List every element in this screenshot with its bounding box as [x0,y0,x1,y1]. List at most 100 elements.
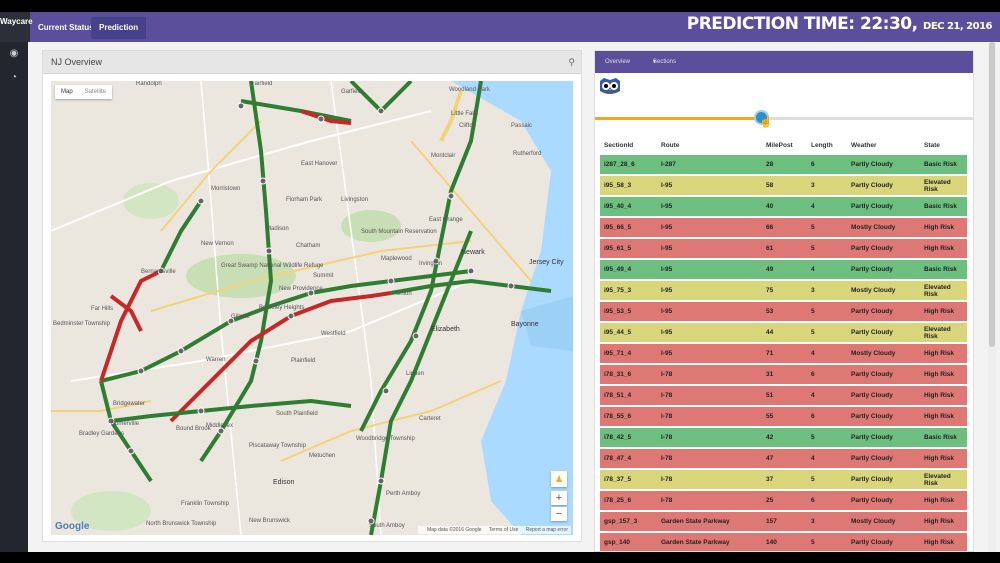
table-row[interactable]: i78_51_4 I-78 51 4 Partly Cloudy High Risk [600,386,967,405]
table-cell-weather: Partly Cloudy [847,428,920,447]
table-row[interactable]: i95_61_5 I-95 61 5 Partly Cloudy High Risk [600,239,967,258]
page-scrollbar[interactable] [988,42,996,552]
table-cell-route: I-78 [657,365,762,384]
sections-panel: Overview Sections ▾ ☝ SectionId Route Mi… [594,50,974,552]
owl-icon [600,78,620,94]
table-row[interactable]: i95_40_4 I-95 40 4 Partly Cloudy Basic Risk [600,197,967,216]
table-row[interactable]: i95_66_5 I-95 66 5 Mostly Cloudy High Risk [600,218,967,237]
table-row[interactable]: i78_42_5 I-78 42 5 Partly Cloudy Basic Risk [600,428,967,447]
table-cell-weather: Mostly Cloudy [847,512,920,531]
satellite-button[interactable]: Satellite [84,89,107,95]
panel-nav: Overview Sections ▾ [595,51,973,73]
table-cell-state: Elevated Risk [920,281,967,300]
scrollbar-thumb[interactable] [989,42,995,347]
table-cell-weather: Partly Cloudy [847,239,920,258]
place-label: Chatham [296,243,321,249]
table-cell-route: I-95 [657,176,762,195]
place-label: Westfield [321,331,346,337]
table-cell-route: I-95 [657,260,762,279]
dashboard-icon[interactable]: ◉ [9,48,19,59]
map-canvas[interactable] [51,81,573,535]
table-cell-state: Elevated Risk [920,176,967,195]
column-header[interactable]: State [924,141,940,149]
table-header-row: SectionId Route MilePost Length Weather … [600,137,967,153]
report-error-link[interactable]: Report a map error [525,527,568,533]
table-cell-length: 3 [807,281,847,300]
table-cell-weather: Partly Cloudy [847,449,920,468]
table-cell-state: High Risk [920,533,967,551]
table-row[interactable]: gsp_157_3 Garden State Parkway 157 3 Mostly … [600,512,967,531]
map-button[interactable]: Map [61,89,73,95]
table-cell-mile: 25 [762,491,807,510]
table-cell-length: 6 [807,155,847,174]
tab-current-status[interactable]: Current Status [38,23,94,32]
table-row[interactable]: gsp_140 Garden State Parkway 140 5 Partly Cl… [600,533,967,551]
column-header[interactable]: Route [661,141,680,149]
table-row[interactable]: i78_31_6 I-78 31 6 Partly Cloudy High Risk [600,365,967,384]
table-cell-length: 6 [807,407,847,426]
column-header[interactable]: Weather [851,141,877,149]
app-logo[interactable]: Waycare [0,12,33,42]
place-label: Gillette [231,314,250,320]
table-cell-state: Basic Risk [920,155,967,174]
table-row[interactable]: i78_37_5 I-78 37 5 Partly Cloudy Elevated Ris… [600,470,967,489]
table-cell-route: I-78 [657,491,762,510]
place-label: Great Swamp National Wildlife Refuge [221,263,324,269]
table-cell-state: Basic Risk [920,260,967,279]
place-label: Jersey City [529,259,564,266]
table-cell-id: i78_55_6 [600,407,657,426]
place-label: Bound Brook [176,426,211,432]
column-header[interactable]: SectionId [604,141,634,149]
table-cell-id: i78_31_6 [600,365,657,384]
table-cell-mile: 140 [762,533,807,551]
zoom-in-button[interactable]: + [551,491,567,505]
table-cell-state: High Risk [920,344,967,363]
map-type-toggle[interactable]: Map Satellite [55,85,113,99]
table-cell-length: 4 [807,344,847,363]
table-cell-id: i287_28_6 [600,155,657,174]
table-row[interactable]: i287_28_6 I-287 28 6 Partly Cloudy Basic Risk [600,155,967,174]
table-row[interactable]: i95_75_3 I-95 75 3 Mostly Cloudy Elevated Ris… [600,281,967,300]
place-label: Elizabeth [431,326,460,333]
zoom-out-button[interactable]: − [551,507,567,521]
table-cell-length: 5 [807,218,847,237]
overview-tab[interactable]: Overview [605,59,631,65]
place-label: Maplewood [381,256,412,262]
prediction-date: DEC 21, 2016 [923,21,992,32]
map[interactable]: Map Satellite Garfield Woodland Park Littl… [51,81,573,535]
table-row[interactable]: i95_44_5 I-95 44 5 Partly Cloudy Elevated Ris… [600,323,967,342]
slider-fill [595,117,762,120]
table-row[interactable]: i95_58_3 I-95 58 3 Partly Cloudy Elevated Ris… [600,176,967,195]
place-label: Union [396,291,412,297]
table-row[interactable]: i95_49_4 I-95 49 4 Partly Cloudy Basic Risk [600,260,967,279]
place-label: Bernardsville [141,269,176,275]
slider-handle[interactable] [754,110,770,125]
terms-link[interactable]: Terms of Use [488,527,519,533]
tab-prediction[interactable]: Prediction [91,17,147,39]
place-label: Bridgewater [113,401,146,407]
street-view-icon[interactable]: ♟ [551,471,567,487]
table-cell-length: 6 [807,491,847,510]
sections-table: SectionId Route MilePost Length Weather … [600,135,967,551]
place-label: East Orange [429,217,463,223]
location-pin-icon[interactable]: ⚲ [568,57,575,67]
table-row[interactable]: i95_71_4 I-95 71 4 Mostly Cloudy High Risk [600,344,967,363]
prediction-time-label: PREDICTION TIME: 22:30, [686,14,918,34]
sections-label: Sections [653,59,677,65]
table-cell-route: I-78 [657,428,762,447]
place-label: Irvington [419,261,443,267]
table-row[interactable]: i78_55_6 I-78 55 6 Partly Cloudy High Risk [600,407,967,426]
table-cell-route: Garden State Parkway [657,512,762,531]
place-label: Berkeley Heights [259,305,305,311]
table-row[interactable]: i78_25_6 I-78 25 6 Partly Cloudy High Risk [600,491,967,510]
column-header[interactable]: Length [811,141,833,149]
time-slider[interactable]: ☝ [595,110,973,128]
table-cell-state: High Risk [920,218,967,237]
column-header[interactable]: MilePost [766,141,793,149]
place-label: Warren [206,357,226,363]
table-row[interactable]: i95_53_5 I-95 53 5 Partly Cloudy High Risk [600,302,967,321]
pie-chart-icon[interactable]: ◔ [10,72,18,83]
table-cell-id: i95_53_5 [600,302,657,321]
table-row[interactable]: i78_47_4 I-78 47 4 Partly Cloudy High Risk [600,449,967,468]
table-cell-route: I-95 [657,344,762,363]
